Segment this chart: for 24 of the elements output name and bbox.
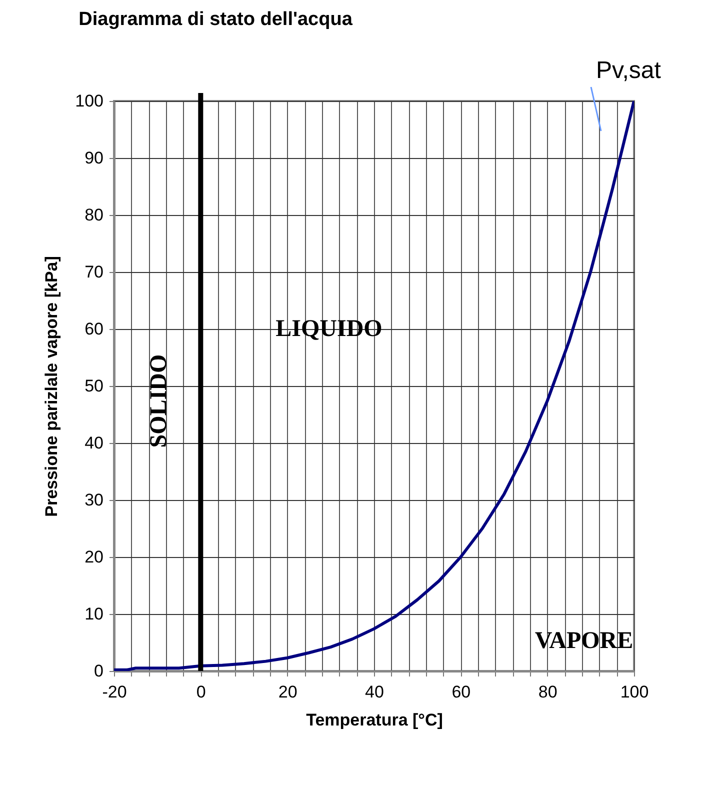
y-tick-label: 60 bbox=[84, 320, 104, 338]
y-axis-title: Pressione parizlale vapore [kPa] bbox=[42, 256, 62, 517]
x-tick-label: 20 bbox=[278, 682, 298, 702]
y-tick-label: 30 bbox=[84, 490, 104, 510]
x-tick-label: 40 bbox=[365, 682, 384, 702]
annotation: SOLIDO bbox=[146, 354, 172, 448]
y-tick-label: 100 bbox=[75, 92, 104, 110]
y-tick-label: 40 bbox=[84, 434, 104, 452]
chart-title: Diagramma di stato dell'acqua bbox=[78, 9, 353, 30]
y-tick-label: 20 bbox=[84, 548, 104, 566]
y-tick-label: 90 bbox=[84, 148, 104, 168]
y-tick-label: 50 bbox=[84, 376, 104, 396]
x-tick-label: 80 bbox=[538, 682, 558, 702]
text: Pv,sat bbox=[596, 57, 662, 84]
x-tick-label: -20 bbox=[102, 682, 127, 702]
y-tick-label: 80 bbox=[84, 206, 104, 224]
y-tick-label: 70 bbox=[84, 262, 104, 282]
x-tick-label: 0 bbox=[196, 682, 206, 702]
y-tick-label: 10 bbox=[84, 604, 104, 624]
x-tick-label: 60 bbox=[452, 682, 471, 702]
x-axis-title: Temperatura [°C] bbox=[306, 710, 443, 730]
line-series bbox=[114, 101, 634, 671]
x-tick-label: 100 bbox=[620, 682, 649, 702]
y-tick-label: 0 bbox=[94, 662, 104, 680]
